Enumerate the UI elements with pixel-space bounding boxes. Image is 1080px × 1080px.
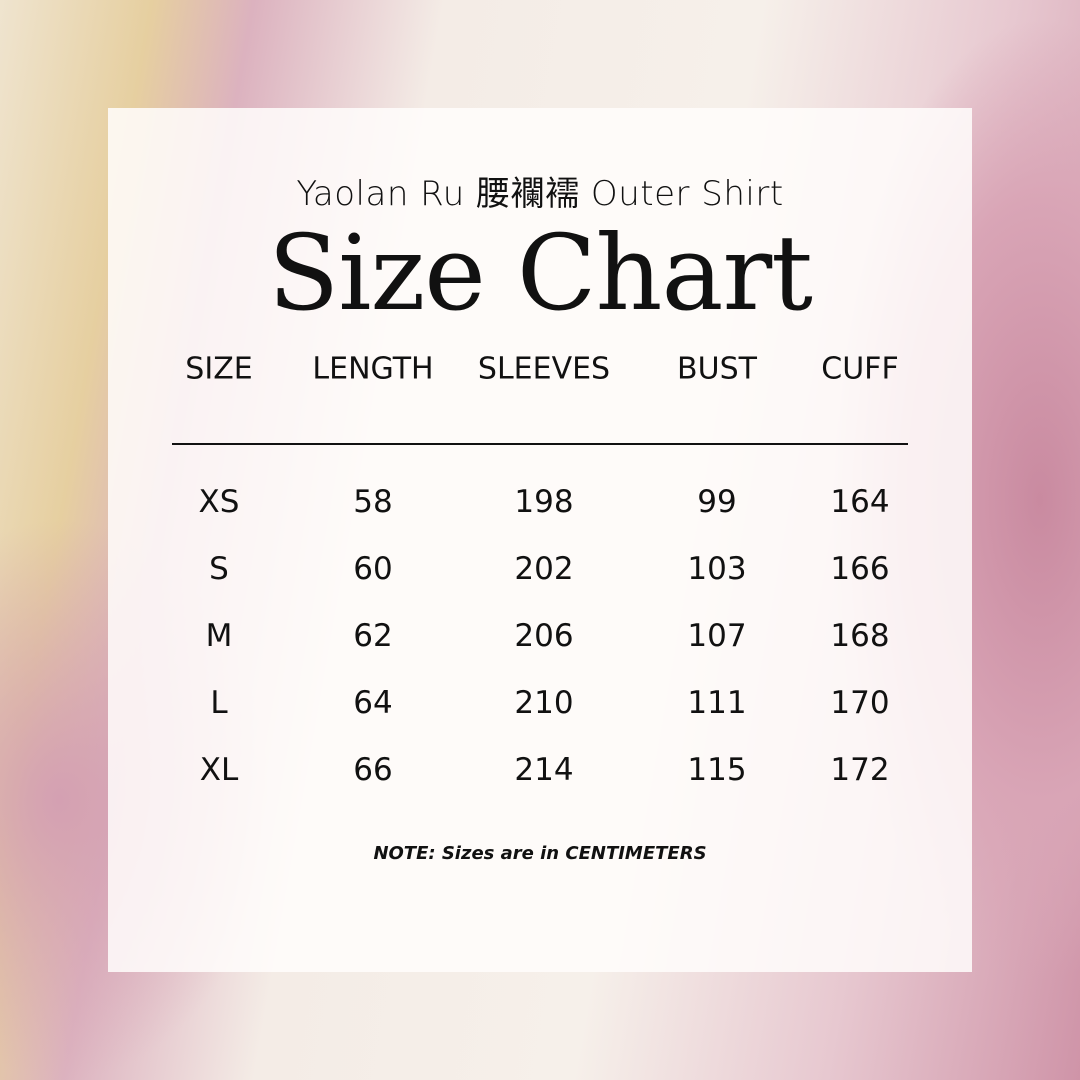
table-cell: 214 [514, 752, 574, 788]
table-cell: 107 [687, 618, 747, 654]
table-cell: 206 [514, 618, 574, 654]
table-cell: 60 [353, 551, 393, 587]
table-cell: 62 [353, 618, 393, 654]
table-cell: L [210, 685, 228, 721]
column-header-length: LENGTH [312, 351, 434, 387]
table-cell: 198 [514, 484, 574, 520]
table-cell: 103 [687, 551, 747, 587]
column-header-bust: BUST [677, 351, 757, 387]
table-cell: 166 [830, 551, 890, 587]
table-cell: 66 [353, 752, 393, 788]
table-cell: S [209, 551, 229, 587]
table-cell: 164 [830, 484, 890, 520]
table-cell: M [205, 618, 233, 654]
table-cell: 115 [687, 752, 747, 788]
header-divider [172, 443, 908, 445]
table-cell: 168 [830, 618, 890, 654]
table-cell: 111 [687, 685, 747, 721]
table-cell: 202 [514, 551, 574, 587]
table-cell: XS [198, 484, 240, 520]
page-title: Size Chart [268, 212, 813, 334]
product-subtitle: Yaolan Ru 腰襴襦 Outer Shirt [296, 174, 784, 214]
table-cell: 64 [353, 685, 393, 721]
table-cell: XL [199, 752, 239, 788]
table-cell: 172 [830, 752, 890, 788]
column-header-size: SIZE [185, 351, 253, 387]
table-cell: 210 [514, 685, 574, 721]
units-note: NOTE: Sizes are in CENTIMETERS [373, 843, 707, 864]
table-cell: 170 [830, 685, 890, 721]
column-header-cuff: CUFF [821, 351, 899, 387]
table-cell: 99 [697, 484, 737, 520]
table-cell: 58 [353, 484, 393, 520]
column-header-sleeves: SLEEVES [477, 351, 611, 387]
size-chart-panel [108, 108, 972, 972]
